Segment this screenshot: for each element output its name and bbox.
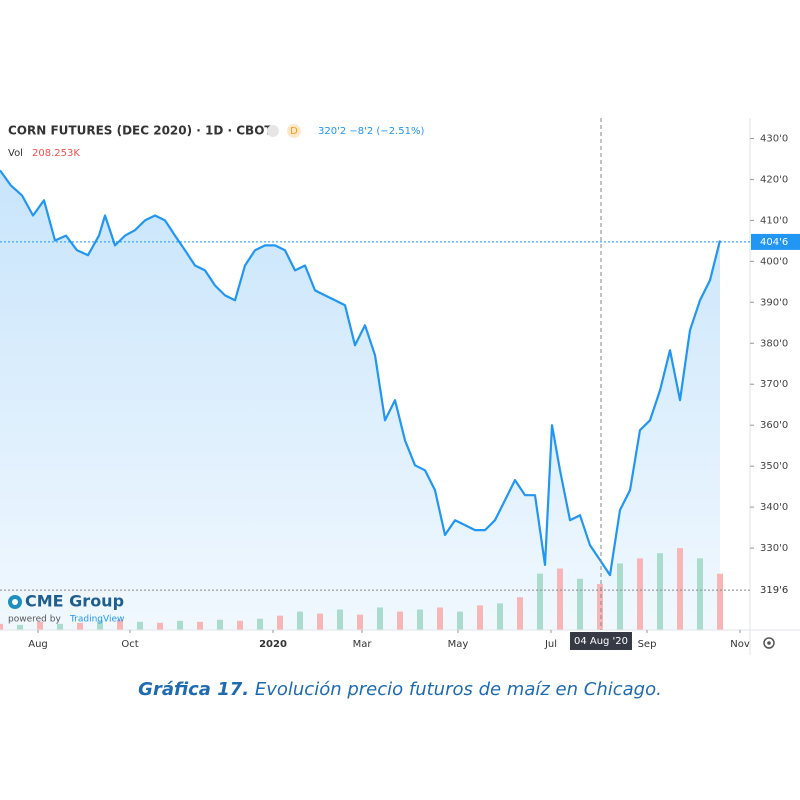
volume-bar <box>277 615 283 630</box>
volume-bar <box>0 623 3 630</box>
caption-line: Gráfica 17. Evolución precio futuros de … <box>138 679 662 700</box>
badge-dot <box>267 125 279 137</box>
brand-logo <box>8 595 22 609</box>
price-line <box>0 169 722 577</box>
volume-bar <box>637 558 643 630</box>
brand: CME Group <box>25 592 124 611</box>
volume-bar <box>697 558 703 630</box>
volume-bar <box>397 611 403 630</box>
volume-bar <box>37 621 43 630</box>
y-tick-label: 400'0 <box>760 256 788 267</box>
volume-bar <box>157 622 163 630</box>
caption-text: Evolución precio futuros de maíz en Chic… <box>255 679 662 700</box>
y-tick-label: 370'0 <box>760 379 788 390</box>
y-tick-label: 350'0 <box>760 461 788 472</box>
volume-bar <box>317 613 323 630</box>
price-label-bg <box>751 233 800 250</box>
powered-name: TradingView <box>69 615 124 625</box>
volume-bar <box>537 573 543 630</box>
volume-bar <box>457 611 463 630</box>
y-tick-label: 410'0 <box>760 215 788 226</box>
interval-badge: D <box>290 126 298 137</box>
volume-bar <box>177 620 183 630</box>
y-tick-label: 420'0 <box>760 174 788 185</box>
volume-bar <box>417 609 423 630</box>
volume-bar <box>337 609 343 630</box>
volume-bar <box>497 603 503 630</box>
x-tick-label: 2020 <box>259 639 287 650</box>
volume-bar <box>577 578 583 630</box>
volume-bar <box>657 553 663 630</box>
vol-label: Vol <box>8 148 23 159</box>
volume-bar <box>77 622 83 630</box>
volume-bar <box>477 605 483 630</box>
volume-bar <box>97 620 103 630</box>
volume-bar <box>257 618 263 630</box>
volume-bar <box>57 623 63 630</box>
volume-bar <box>597 583 603 630</box>
volume-bar <box>217 619 223 630</box>
crosshair-label: 04 Aug '20 <box>574 636 628 647</box>
volume-bar <box>517 597 523 630</box>
volume-bar <box>197 621 203 630</box>
settings-icon[interactable] <box>763 637 775 649</box>
crosshair-label-bg <box>570 632 632 650</box>
y-tick-label: 340'0 <box>760 502 788 513</box>
volume-bar <box>297 611 303 630</box>
y-tick-label: 390'0 <box>760 297 788 308</box>
chart-title: CORN FUTURES (DEC 2020) · 1D · CBOT <box>8 124 273 138</box>
caption-label: Gráfica 17. <box>138 679 249 700</box>
volume-bar <box>717 573 723 630</box>
price-label: 319'6 <box>760 585 788 596</box>
x-tick-label: Nov <box>730 639 750 650</box>
y-tick-label: 360'0 <box>760 420 788 431</box>
x-tick-label: May <box>448 639 469 650</box>
volume-bar <box>557 568 563 630</box>
volume-bar <box>237 620 243 630</box>
volume-bar <box>137 621 143 630</box>
y-tick-label: 380'0 <box>760 338 788 349</box>
x-tick-label: Mar <box>353 639 373 650</box>
volume-bar <box>617 563 623 630</box>
price-label: 404'6 <box>760 237 788 248</box>
volume-bar <box>357 614 363 630</box>
volume-bar <box>437 607 443 630</box>
quote: 320'2 −8'2 (−2.51%) <box>318 126 424 137</box>
y-tick-label: 330'0 <box>760 543 788 554</box>
x-tick-label: Jul <box>544 639 557 650</box>
price-label-bg <box>751 582 800 599</box>
volume-bar <box>17 624 23 630</box>
x-tick-label: Aug <box>28 639 48 650</box>
y-tick-label: 430'0 <box>760 133 788 144</box>
x-tick-label: Oct <box>121 639 138 650</box>
powered-by: powered by <box>8 615 61 625</box>
vol-value: 208.253K <box>32 148 80 159</box>
badge-bg <box>287 124 301 138</box>
volume-bar <box>377 607 383 630</box>
volume-bar <box>677 548 683 630</box>
volume-bar <box>117 619 123 630</box>
price-area <box>0 170 720 630</box>
x-tick-label: Sep <box>638 639 657 650</box>
